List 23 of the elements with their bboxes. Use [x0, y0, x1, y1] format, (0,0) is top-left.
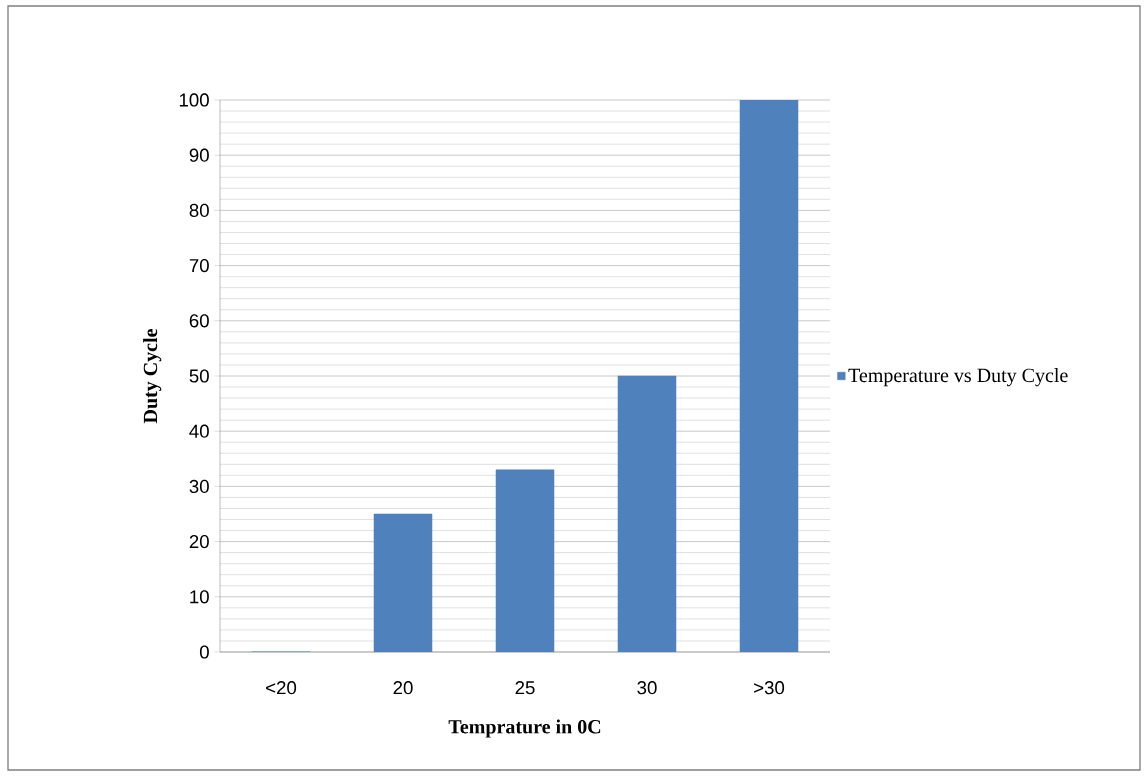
bar	[495, 469, 555, 652]
x-tick-label: 25	[515, 681, 535, 695]
bar	[617, 375, 677, 652]
y-tick-label: 40	[189, 424, 209, 438]
bar	[739, 100, 799, 652]
x-axis-title: Temprature in 0C	[448, 719, 601, 738]
y-tick-label: 20	[189, 534, 209, 549]
y-tick-label: 0	[199, 645, 209, 659]
y-tick-label: 100	[179, 93, 209, 107]
x-tick-label: <20	[266, 681, 297, 695]
x-tick-label: 20	[393, 681, 413, 695]
y-tick-label: 60	[189, 314, 209, 328]
y-tick-label: 80	[189, 203, 209, 218]
bar	[373, 513, 433, 652]
y-tick-label: 10	[190, 590, 209, 604]
y-tick-label: 90	[189, 148, 209, 162]
legend-label: Temperature vs Duty Cycle	[848, 368, 1068, 387]
x-tick-label: >30	[754, 681, 785, 695]
y-tick-label: 70	[189, 258, 209, 273]
y-axis-title: Duty Cycle	[143, 329, 162, 424]
x-tick-label: 30	[637, 681, 657, 695]
y-tick-label: 50	[189, 369, 209, 383]
y-tick-label: 30	[189, 479, 209, 494]
